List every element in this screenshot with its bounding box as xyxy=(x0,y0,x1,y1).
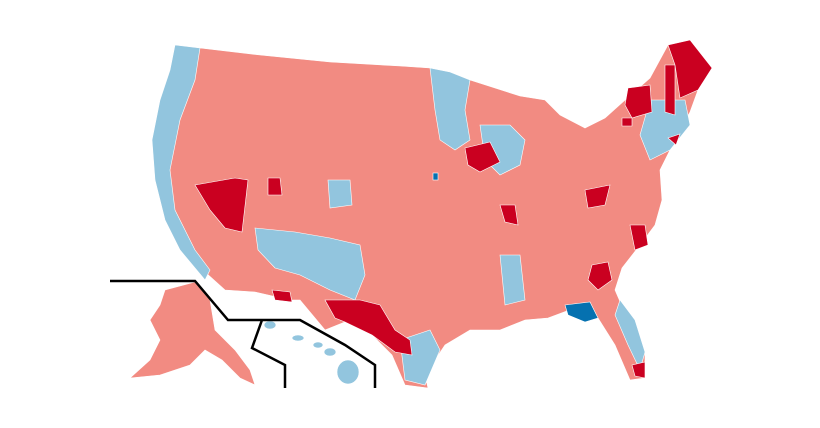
iowa-district xyxy=(432,172,439,181)
inset-border xyxy=(250,319,287,388)
hawaii-island xyxy=(323,347,337,357)
utah-district xyxy=(267,177,283,196)
northeast-region xyxy=(639,99,691,161)
colorado-region xyxy=(327,179,353,209)
arizona-district xyxy=(271,289,293,303)
hawaii xyxy=(263,320,360,385)
south-florida-district xyxy=(631,361,646,379)
west-texas-district xyxy=(324,299,413,356)
upper-midwest-region xyxy=(429,67,471,151)
missouri-district xyxy=(499,204,519,226)
long-island-district xyxy=(667,133,681,146)
carolina-district xyxy=(629,224,649,251)
new-york-district xyxy=(624,84,653,119)
hawaii-island xyxy=(263,320,277,330)
new-hampshire-district xyxy=(664,64,676,116)
georgia-district xyxy=(587,261,613,291)
maine-district xyxy=(667,39,713,99)
hawaii-island xyxy=(312,341,324,349)
north-florida-district xyxy=(564,301,599,323)
west-coast-region xyxy=(151,44,211,281)
nevada-district xyxy=(194,177,249,233)
alaska xyxy=(129,281,256,386)
hawaii-island xyxy=(336,359,360,385)
mississippi-region xyxy=(499,254,526,306)
iowa-district xyxy=(464,141,501,173)
inset-border xyxy=(110,279,377,388)
hawaii-island xyxy=(291,334,305,342)
pennsylvania-district xyxy=(621,117,633,127)
ohio-district xyxy=(584,184,611,209)
